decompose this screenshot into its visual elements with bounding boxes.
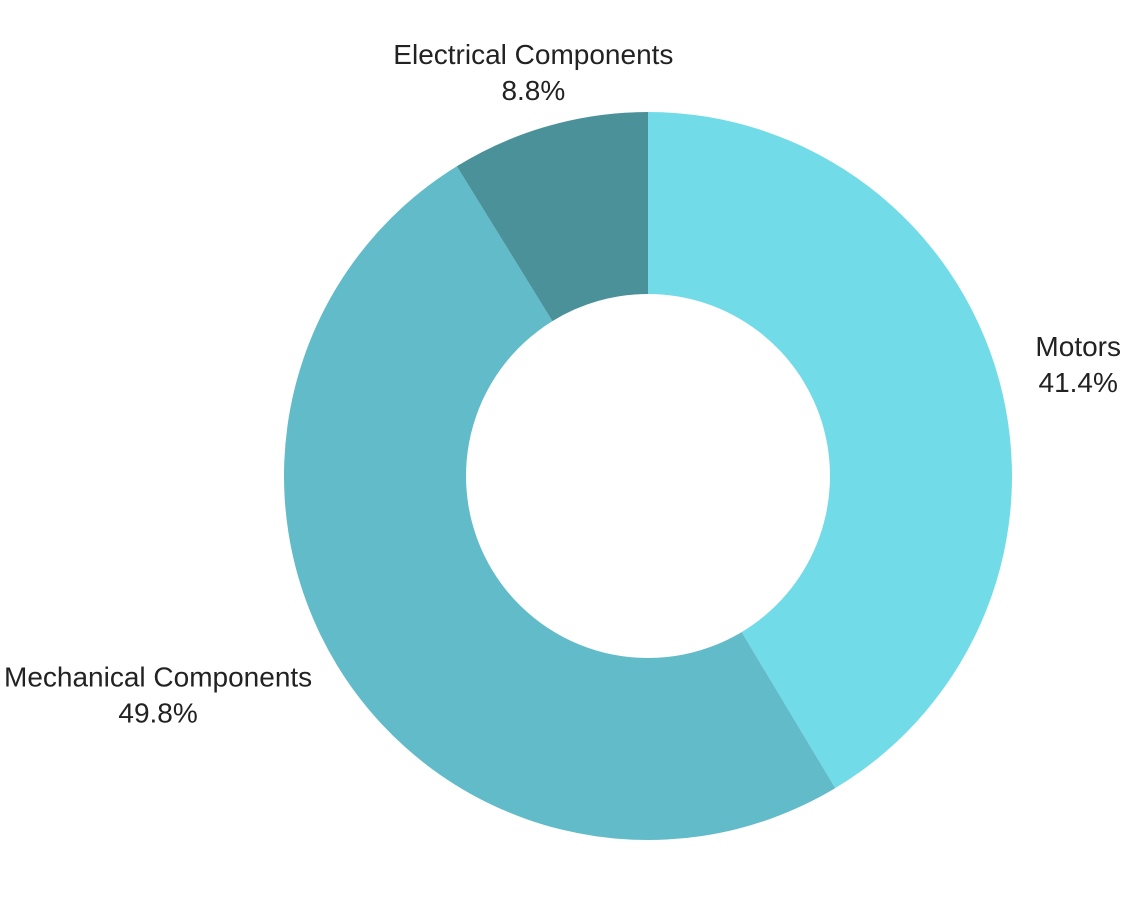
slice-value-electrical-components: 8.8% xyxy=(501,75,565,106)
slice-mechanical-components xyxy=(283,166,836,841)
slice-labels: Motors 41.4% Mechanical Components 49.8% Ele… xyxy=(4,39,1121,728)
slice-label-motors: Motors xyxy=(1035,331,1121,362)
donut-slices xyxy=(283,112,1013,841)
slice-value-motors: 41.4% xyxy=(1039,367,1118,398)
slice-electrical-components xyxy=(456,112,648,322)
slice-value-mechanical-components: 49.8% xyxy=(118,697,197,728)
slice-label-electrical-components: Electrical Components xyxy=(393,39,673,70)
slice-label-mechanical-components: Mechanical Components xyxy=(4,661,312,692)
slice-motors xyxy=(648,112,1013,789)
